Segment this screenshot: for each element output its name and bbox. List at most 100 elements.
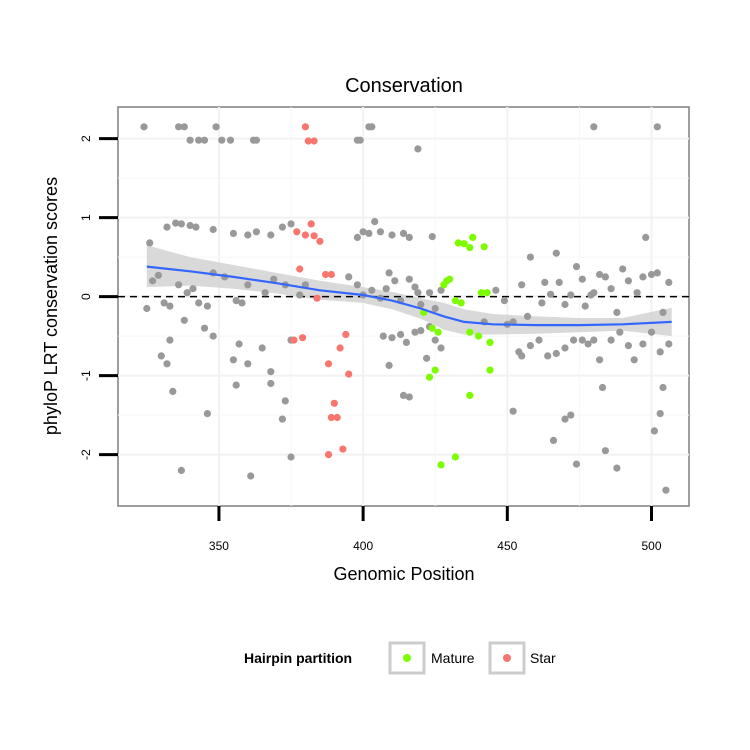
point-other bbox=[607, 336, 615, 344]
point-other bbox=[633, 289, 641, 297]
point-other bbox=[177, 466, 185, 474]
point-mature bbox=[454, 239, 462, 247]
point-other bbox=[192, 223, 200, 231]
point-other bbox=[252, 136, 260, 144]
point-other bbox=[523, 312, 532, 320]
point-other bbox=[613, 308, 621, 316]
point-other bbox=[385, 361, 393, 369]
x-axis-label: Genomic Position bbox=[333, 564, 474, 584]
point-other bbox=[146, 239, 154, 247]
legend-marker-star bbox=[503, 654, 511, 662]
legend: Hairpin partition Mature Star bbox=[244, 641, 556, 675]
point-other bbox=[578, 336, 586, 344]
point-other bbox=[209, 332, 217, 340]
legend-label-star: Star bbox=[530, 650, 556, 666]
chart-title: Conservation bbox=[345, 75, 463, 97]
point-other bbox=[650, 427, 659, 435]
point-other bbox=[639, 273, 647, 281]
point-other bbox=[653, 269, 661, 277]
point-other bbox=[624, 277, 633, 285]
point-other bbox=[567, 411, 575, 419]
point-other bbox=[189, 285, 197, 293]
point-other bbox=[544, 352, 552, 360]
point-star bbox=[327, 270, 335, 279]
point-other bbox=[555, 278, 563, 286]
point-other bbox=[180, 123, 188, 131]
point-other bbox=[656, 410, 664, 418]
x-tick-label: 350 bbox=[209, 539, 229, 553]
point-other bbox=[258, 344, 266, 352]
point-other bbox=[561, 415, 569, 423]
point-star bbox=[304, 137, 312, 145]
point-mature bbox=[451, 453, 459, 461]
point-other bbox=[353, 233, 361, 241]
point-other bbox=[169, 387, 177, 395]
x-tick-label: 450 bbox=[497, 539, 517, 553]
point-other bbox=[431, 336, 439, 344]
point-other bbox=[578, 275, 586, 283]
point-star bbox=[324, 360, 333, 368]
point-other bbox=[287, 453, 295, 461]
point-other bbox=[281, 397, 289, 405]
point-other bbox=[388, 231, 396, 239]
point-mature bbox=[431, 366, 439, 374]
point-other bbox=[417, 327, 425, 335]
point-other bbox=[186, 136, 194, 144]
y-tick-label: 0 bbox=[79, 293, 93, 300]
point-other bbox=[267, 368, 275, 376]
point-star bbox=[324, 451, 333, 459]
point-mature bbox=[466, 328, 474, 336]
legend-title: Hairpin partition bbox=[244, 650, 352, 666]
point-mature bbox=[483, 289, 491, 297]
point-star bbox=[307, 220, 315, 228]
point-other bbox=[247, 472, 255, 480]
point-other bbox=[244, 231, 252, 239]
point-other bbox=[399, 391, 408, 399]
axes: 350 400 450 500 -2 -1 0 1 2 bbox=[79, 135, 662, 553]
point-other bbox=[581, 302, 589, 310]
point-other bbox=[572, 460, 581, 468]
point-other bbox=[570, 336, 578, 344]
point-mature bbox=[474, 332, 483, 340]
point-other bbox=[613, 464, 621, 472]
data-points bbox=[140, 123, 673, 494]
point-mature bbox=[457, 299, 465, 307]
point-star bbox=[330, 399, 338, 407]
point-other bbox=[417, 300, 425, 309]
point-other bbox=[414, 145, 422, 153]
point-other bbox=[229, 356, 237, 364]
point-other bbox=[183, 289, 191, 297]
point-other bbox=[226, 136, 235, 144]
point-other bbox=[405, 233, 413, 241]
point-other bbox=[365, 229, 373, 237]
point-other bbox=[175, 123, 183, 131]
point-other bbox=[414, 289, 422, 297]
point-other bbox=[382, 285, 390, 293]
point-mature bbox=[480, 243, 488, 251]
point-other bbox=[428, 233, 436, 241]
point-other bbox=[252, 228, 260, 236]
point-other bbox=[166, 336, 174, 344]
y-axis-label: phyloP LRT conservation scores bbox=[41, 177, 61, 435]
point-mature bbox=[466, 244, 474, 252]
point-other bbox=[232, 297, 240, 305]
point-star bbox=[339, 445, 347, 453]
point-star bbox=[290, 336, 298, 344]
point-other bbox=[526, 253, 535, 261]
point-other bbox=[143, 304, 151, 313]
point-star bbox=[299, 334, 307, 342]
point-other bbox=[261, 289, 269, 297]
point-other bbox=[163, 223, 171, 231]
point-other bbox=[624, 342, 633, 350]
point-other bbox=[572, 263, 581, 271]
point-other bbox=[584, 340, 592, 348]
point-star bbox=[310, 232, 318, 240]
point-star bbox=[301, 231, 309, 239]
point-star bbox=[316, 237, 324, 245]
point-other bbox=[238, 299, 246, 307]
point-other bbox=[405, 275, 413, 283]
x-tick-label: 400 bbox=[353, 539, 373, 553]
y-tick-label: 2 bbox=[79, 135, 93, 142]
point-other bbox=[561, 300, 569, 309]
point-other bbox=[175, 281, 183, 289]
